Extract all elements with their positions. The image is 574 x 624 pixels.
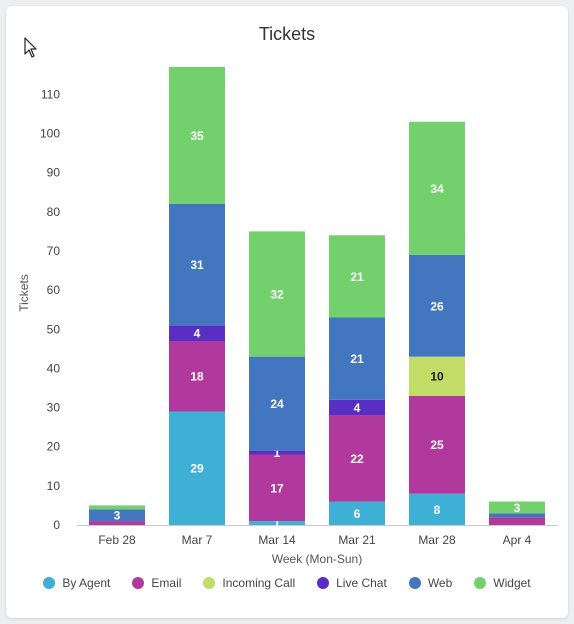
legend-item[interactable]: Live Chat <box>317 576 387 590</box>
bar-segment <box>409 493 465 525</box>
y-tick-label: 20 <box>47 440 61 454</box>
legend-item[interactable]: By Agent <box>43 576 110 590</box>
bar-segment <box>169 325 225 341</box>
data-label: 17 <box>270 481 284 495</box>
y-tick-label: 80 <box>47 205 61 219</box>
data-label: 21 <box>350 270 364 284</box>
legend-swatch <box>132 577 145 589</box>
bar-segment <box>249 356 305 451</box>
bar-segment <box>409 395 465 494</box>
bar-segment <box>169 203 225 326</box>
data-label: 35 <box>190 129 204 143</box>
y-tick-label: 110 <box>41 87 60 101</box>
data-label: 24 <box>270 397 284 411</box>
legend-swatch <box>474 577 487 589</box>
y-tick-label: 30 <box>47 401 61 415</box>
bar-segment <box>329 501 385 525</box>
legend-label: Widget <box>493 576 531 590</box>
data-label: 21 <box>350 352 364 366</box>
data-label: 6 <box>354 507 361 521</box>
bar-segment <box>329 399 385 416</box>
legend-item[interactable]: Incoming Call <box>203 576 295 590</box>
data-label: 4 <box>354 401 361 415</box>
x-tick-label: Mar 21 <box>338 533 376 547</box>
data-label: 3 <box>514 501 521 515</box>
x-tick-label: Mar 14 <box>258 533 296 547</box>
mouse-cursor-icon <box>24 37 37 58</box>
legend-label: Email <box>151 576 182 590</box>
data-label: 34 <box>430 182 444 196</box>
legend-swatch <box>43 577 56 589</box>
data-label: 18 <box>190 370 204 384</box>
legend-item[interactable]: Web <box>408 576 453 590</box>
x-tick-label: Apr 4 <box>503 533 532 547</box>
legend-swatch <box>203 577 216 589</box>
data-label: 10 <box>430 370 444 384</box>
legend-item[interactable]: Email <box>132 576 181 590</box>
chart-legend: By Agent Email Incoming Call Live Chat Web Wi… <box>0 576 574 590</box>
y-tick-label: 70 <box>47 244 61 258</box>
data-label: 1 <box>274 446 281 460</box>
y-tick-label: 90 <box>47 166 61 180</box>
data-label: 26 <box>430 299 444 313</box>
bar-segment <box>169 66 225 204</box>
data-label: 25 <box>430 438 444 452</box>
data-label: 22 <box>350 452 364 466</box>
data-label: 3 <box>114 509 121 523</box>
y-tick-label: 50 <box>47 322 61 336</box>
y-tick-label: 60 <box>47 283 61 297</box>
legend-item[interactable]: Widget <box>474 576 531 590</box>
bar-segment <box>169 340 225 412</box>
bar-segment <box>489 513 545 518</box>
bar-segment <box>409 356 465 396</box>
bar-segment <box>89 521 145 525</box>
bar-segment <box>89 509 145 522</box>
bar-segment <box>249 521 305 525</box>
data-label: 4 <box>194 327 201 341</box>
legend-label: Web <box>427 576 453 590</box>
data-label: 32 <box>270 288 284 302</box>
data-label: 29 <box>190 462 204 476</box>
legend-swatch <box>317 577 330 589</box>
x-tick-label: Mar 7 <box>182 533 213 547</box>
bar-segment <box>409 121 465 255</box>
data-label: 31 <box>190 258 204 272</box>
legend-swatch <box>408 577 421 589</box>
y-axis-title: Tickets <box>17 274 31 312</box>
y-tick-label: 0 <box>53 518 60 532</box>
bar-segment <box>249 454 305 522</box>
bar-segment <box>89 505 145 510</box>
y-tick-label: 40 <box>47 361 61 375</box>
y-tick-label: 10 <box>47 479 61 493</box>
bar-segment <box>329 317 385 400</box>
bar-segment <box>329 235 385 318</box>
bar-segment <box>249 450 305 455</box>
x-tick-label: Feb 28 <box>98 533 136 547</box>
legend-label: By Agent <box>62 576 111 590</box>
chart-title: Tickets <box>258 24 316 44</box>
bar-segment <box>329 415 385 502</box>
bar-segment <box>249 231 305 357</box>
x-axis-title: Week (Mon-Sun) <box>272 552 362 566</box>
legend-label: Live Chat <box>336 576 387 590</box>
x-tick-label: Mar 28 <box>418 533 456 547</box>
data-label: 1 <box>274 517 281 531</box>
bar-segment <box>409 254 465 357</box>
bar-segment <box>169 411 225 525</box>
y-tick-label: 100 <box>40 127 60 141</box>
legend-label: Incoming Call <box>222 576 296 590</box>
bar-segment <box>489 517 545 525</box>
data-label: 8 <box>434 503 441 517</box>
bar-segment <box>489 501 545 514</box>
